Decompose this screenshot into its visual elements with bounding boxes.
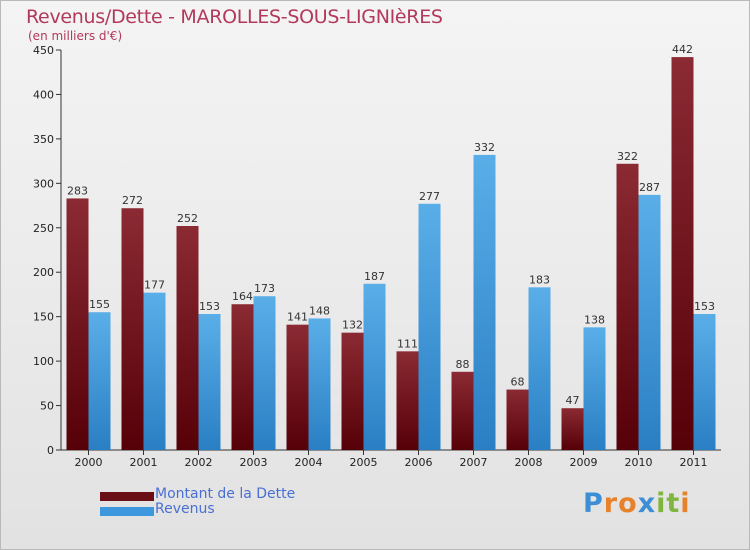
y-tick-label: 50: [40, 400, 54, 413]
bar-dette: [286, 324, 309, 450]
data-label: 111: [397, 337, 418, 350]
value-labels: 283 272 252 164 141 132 111 88 68 47 322 442 155 177 1…: [67, 43, 715, 407]
data-label: 88: [456, 358, 470, 371]
bar-dette: [451, 371, 474, 450]
bar-dette: [506, 389, 529, 450]
x-tick-label: 2009: [570, 456, 598, 469]
bar-revenus: [88, 312, 111, 450]
bar-dette: [231, 304, 254, 450]
data-label: 173: [254, 282, 275, 295]
legend-swatch-dette: [100, 492, 154, 501]
x-tick-label: 2002: [185, 456, 213, 469]
data-label: 141: [287, 311, 308, 324]
x-tick-label: 2003: [240, 456, 268, 469]
x-tick-label: 2006: [405, 456, 433, 469]
bar-revenus: [308, 318, 331, 450]
bars: [66, 57, 716, 450]
legend-swatch-revenus: [100, 507, 154, 516]
logo-letter: r: [603, 488, 619, 519]
bar-dette: [121, 208, 144, 450]
data-label: 187: [364, 270, 385, 283]
data-label: 322: [617, 150, 638, 163]
data-label: 287: [639, 181, 660, 194]
x-tick-label: 2011: [680, 456, 708, 469]
bar-revenus: [638, 194, 661, 450]
bar-dette: [341, 332, 364, 450]
data-label: 332: [474, 141, 495, 154]
data-label: 164: [232, 290, 253, 303]
x-tick-label: 2001: [130, 456, 158, 469]
data-label: 283: [67, 184, 88, 197]
y-tick-label: 450: [33, 44, 54, 57]
axes: 0 50 100 150 200 250 300 350 400 450 2000 2001 2002 2…: [33, 44, 721, 469]
bar-revenus: [143, 292, 166, 450]
data-label: 252: [177, 212, 198, 225]
x-tick-label: 2004: [295, 456, 323, 469]
y-tick-label: 150: [33, 311, 54, 324]
bar-revenus: [473, 154, 496, 450]
bar-dette: [66, 198, 89, 450]
bar-revenus: [418, 203, 441, 450]
bar-revenus: [528, 287, 551, 450]
legend-label-revenus: Revenus: [155, 501, 215, 517]
data-label: 153: [694, 300, 715, 313]
data-label: 183: [529, 273, 550, 286]
data-label: 138: [584, 313, 605, 326]
y-tick-label: 300: [33, 177, 54, 190]
data-label: 47: [566, 394, 580, 407]
data-label: 132: [342, 319, 363, 332]
bar-dette: [616, 163, 639, 450]
data-label: 155: [89, 298, 110, 311]
chart-subtitle: (en milliers d'€): [28, 29, 123, 43]
bar-revenus: [693, 314, 716, 450]
bar-dette: [671, 57, 694, 450]
proxiti-logo: Proxiti: [583, 488, 691, 519]
data-label: 177: [144, 279, 165, 292]
data-label: 442: [672, 43, 693, 56]
legend-label-dette: Montant de la Dette: [155, 486, 296, 502]
logo-letter: i: [680, 488, 691, 519]
x-tick-label: 2008: [515, 456, 543, 469]
bar-dette: [396, 351, 419, 450]
bar-revenus: [253, 296, 276, 450]
data-label: 153: [199, 300, 220, 313]
y-tick-label: 250: [33, 222, 54, 235]
bar-revenus: [583, 327, 606, 450]
y-tick-label: 100: [33, 355, 54, 368]
y-tick-label: 0: [47, 444, 54, 457]
logo-letter: t: [666, 488, 681, 519]
y-tick-label: 400: [33, 88, 54, 101]
x-tick-label: 2005: [350, 456, 378, 469]
logo-letter: i: [656, 488, 667, 519]
data-label: 68: [511, 376, 525, 389]
data-label: 148: [309, 304, 330, 317]
bar-revenus: [363, 283, 386, 450]
y-tick-label: 200: [33, 266, 54, 279]
bar-dette: [561, 408, 584, 450]
logo-letter: P: [583, 488, 604, 519]
logo-letter: x: [637, 488, 657, 519]
data-label: 272: [122, 194, 143, 207]
logo-letter: o: [618, 488, 638, 519]
x-tick-label: 2007: [460, 456, 488, 469]
bar-revenus: [198, 314, 221, 450]
y-tick-label: 350: [33, 133, 54, 146]
bar-dette: [176, 226, 199, 450]
chart-title: Revenus/Dette - MAROLLES-SOUS-LIGNIèRES: [26, 6, 443, 28]
x-tick-label: 2010: [625, 456, 653, 469]
x-tick-label: 2000: [75, 456, 103, 469]
data-label: 277: [419, 190, 440, 203]
